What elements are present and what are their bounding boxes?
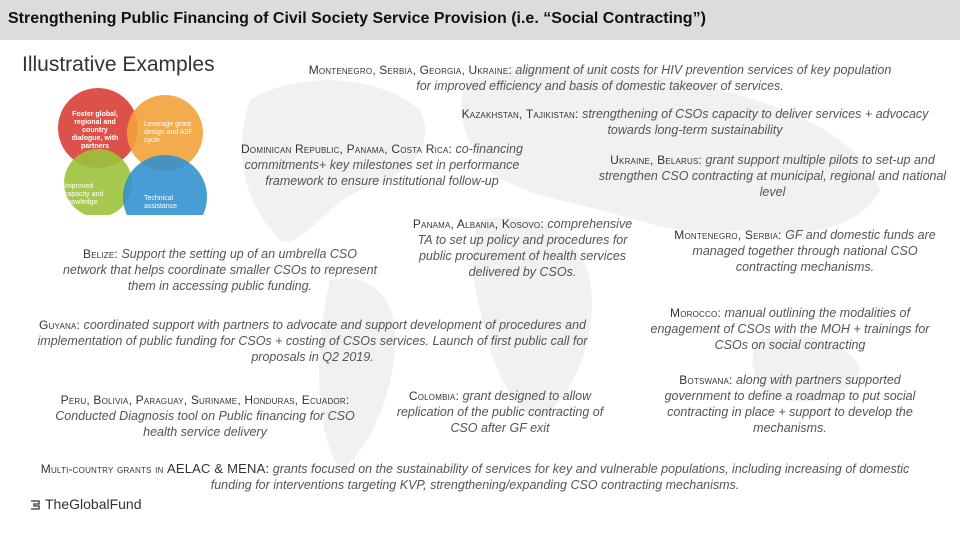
example-montenegro-serbia-georgia-ukraine: Montenegro, Serbia, Georgia, Ukraine: al… — [300, 62, 900, 94]
example-ukraine-belarus: Ukraine, Belarus: grant support multiple… — [595, 152, 950, 200]
example-botswana: Botswana: along with partners supported … — [645, 372, 935, 436]
example-montenegro-serbia-funds: Montenegro, Serbia: GF and domestic fund… — [670, 227, 940, 275]
example-guyana: Guyana: coordinated support with partner… — [35, 317, 590, 365]
venn-diagram: Foster global, regional and country dial… — [50, 85, 215, 215]
example-countries: Morocco: — [670, 306, 721, 320]
example-text: co-financing commitments+ key milestones… — [244, 142, 523, 188]
example-kazakhstan-tajikistan: Kazakhstan, Tajikistan: strengthening of… — [440, 106, 950, 138]
example-countries: Kazakhstan, Tajikistan: — [461, 107, 579, 121]
example-countries: Belize: — [82, 247, 118, 261]
example-countries: Montenegro, Serbia, Georgia, Ukraine: — [308, 63, 512, 77]
example-text: GF and domestic funds are managed togeth… — [692, 228, 936, 274]
example-regions: AELAC & MENA: — [166, 461, 270, 476]
venn-circle-blue — [123, 155, 207, 215]
example-text: Support the setting up of an umbrella CS… — [62, 247, 378, 293]
example-countries: Guyana: — [39, 318, 81, 332]
example-panama-albania-kosovo: Panama, Albania, Kosovo: comprehensive T… — [410, 216, 635, 280]
example-countries: Botswana: — [679, 373, 733, 387]
page-title: Strengthening Public Financing of Civil … — [8, 10, 706, 27]
example-dominican-panama-costa-rica: Dominican Republic, Panama, Costa Rica: … — [238, 141, 526, 189]
example-text: coordinated support with partners to adv… — [37, 318, 588, 364]
example-countries: Dominican Republic, Panama, Costa Rica: — [241, 142, 453, 156]
venn-circle-green — [64, 149, 132, 215]
example-text: grant support multiple pilots to set-up … — [598, 153, 947, 199]
example-belize: Belize: Support the setting up of an umb… — [60, 246, 380, 294]
example-countries: Ukraine, Belarus: — [610, 153, 703, 167]
venn-label-dialogue: Foster global, regional and country dial… — [71, 111, 119, 150]
example-text: Conducted Diagnosis tool on Public finan… — [55, 409, 355, 439]
example-text: grant designed to allow replication of t… — [396, 389, 604, 435]
example-colombia: Colombia: grant designed to allow replic… — [395, 388, 605, 436]
page-subtitle: Illustrative Examples — [22, 53, 215, 76]
example-countries: Multi-country grants in — [40, 462, 164, 476]
global-fund-logo-icon — [31, 500, 40, 510]
title-bar: Strengthening Public Financing of Civil … — [0, 0, 960, 40]
example-multi-country: Multi-country grants in AELAC & MENA: gr… — [40, 461, 910, 493]
example-text: along with partners supported government… — [664, 373, 916, 435]
venn-label-capacity: Improved capacity and knowledge — [64, 183, 104, 206]
example-text: grants focused on the sustainability of … — [210, 462, 910, 492]
example-text: strengthening of CSOs capacity to delive… — [582, 107, 929, 137]
venn-circle-orange — [127, 95, 203, 171]
example-countries: Panama, Albania, Kosovo: — [412, 217, 544, 231]
example-countries: Montenegro, Serbia: — [674, 228, 782, 242]
example-peru-bolivia-paraguay: Peru, Bolivia, Paraguay, Suriname, Hondu… — [45, 392, 365, 440]
venn-circle-red — [58, 88, 138, 168]
venn-label-grant-design: Leverage grant design and A2F cycle — [144, 121, 193, 144]
example-countries: Colombia: — [408, 389, 460, 403]
example-text: alignment of unit costs for HIV preventi… — [416, 63, 892, 93]
global-fund-logo-text: TheGlobalFund — [45, 496, 142, 512]
venn-label-technical-assistance: Technical assistance — [144, 195, 178, 210]
venn-circles — [58, 88, 207, 215]
example-morocco: Morocco: manual outlining the modalities… — [640, 305, 940, 353]
example-text: manual outlining the modalities of engag… — [650, 306, 930, 352]
world-map-background — [241, 67, 880, 470]
example-countries: Peru, Bolivia, Paraguay, Suriname, Hondu… — [60, 393, 350, 407]
example-text: comprehensive TA to set up policy and pr… — [417, 217, 633, 279]
